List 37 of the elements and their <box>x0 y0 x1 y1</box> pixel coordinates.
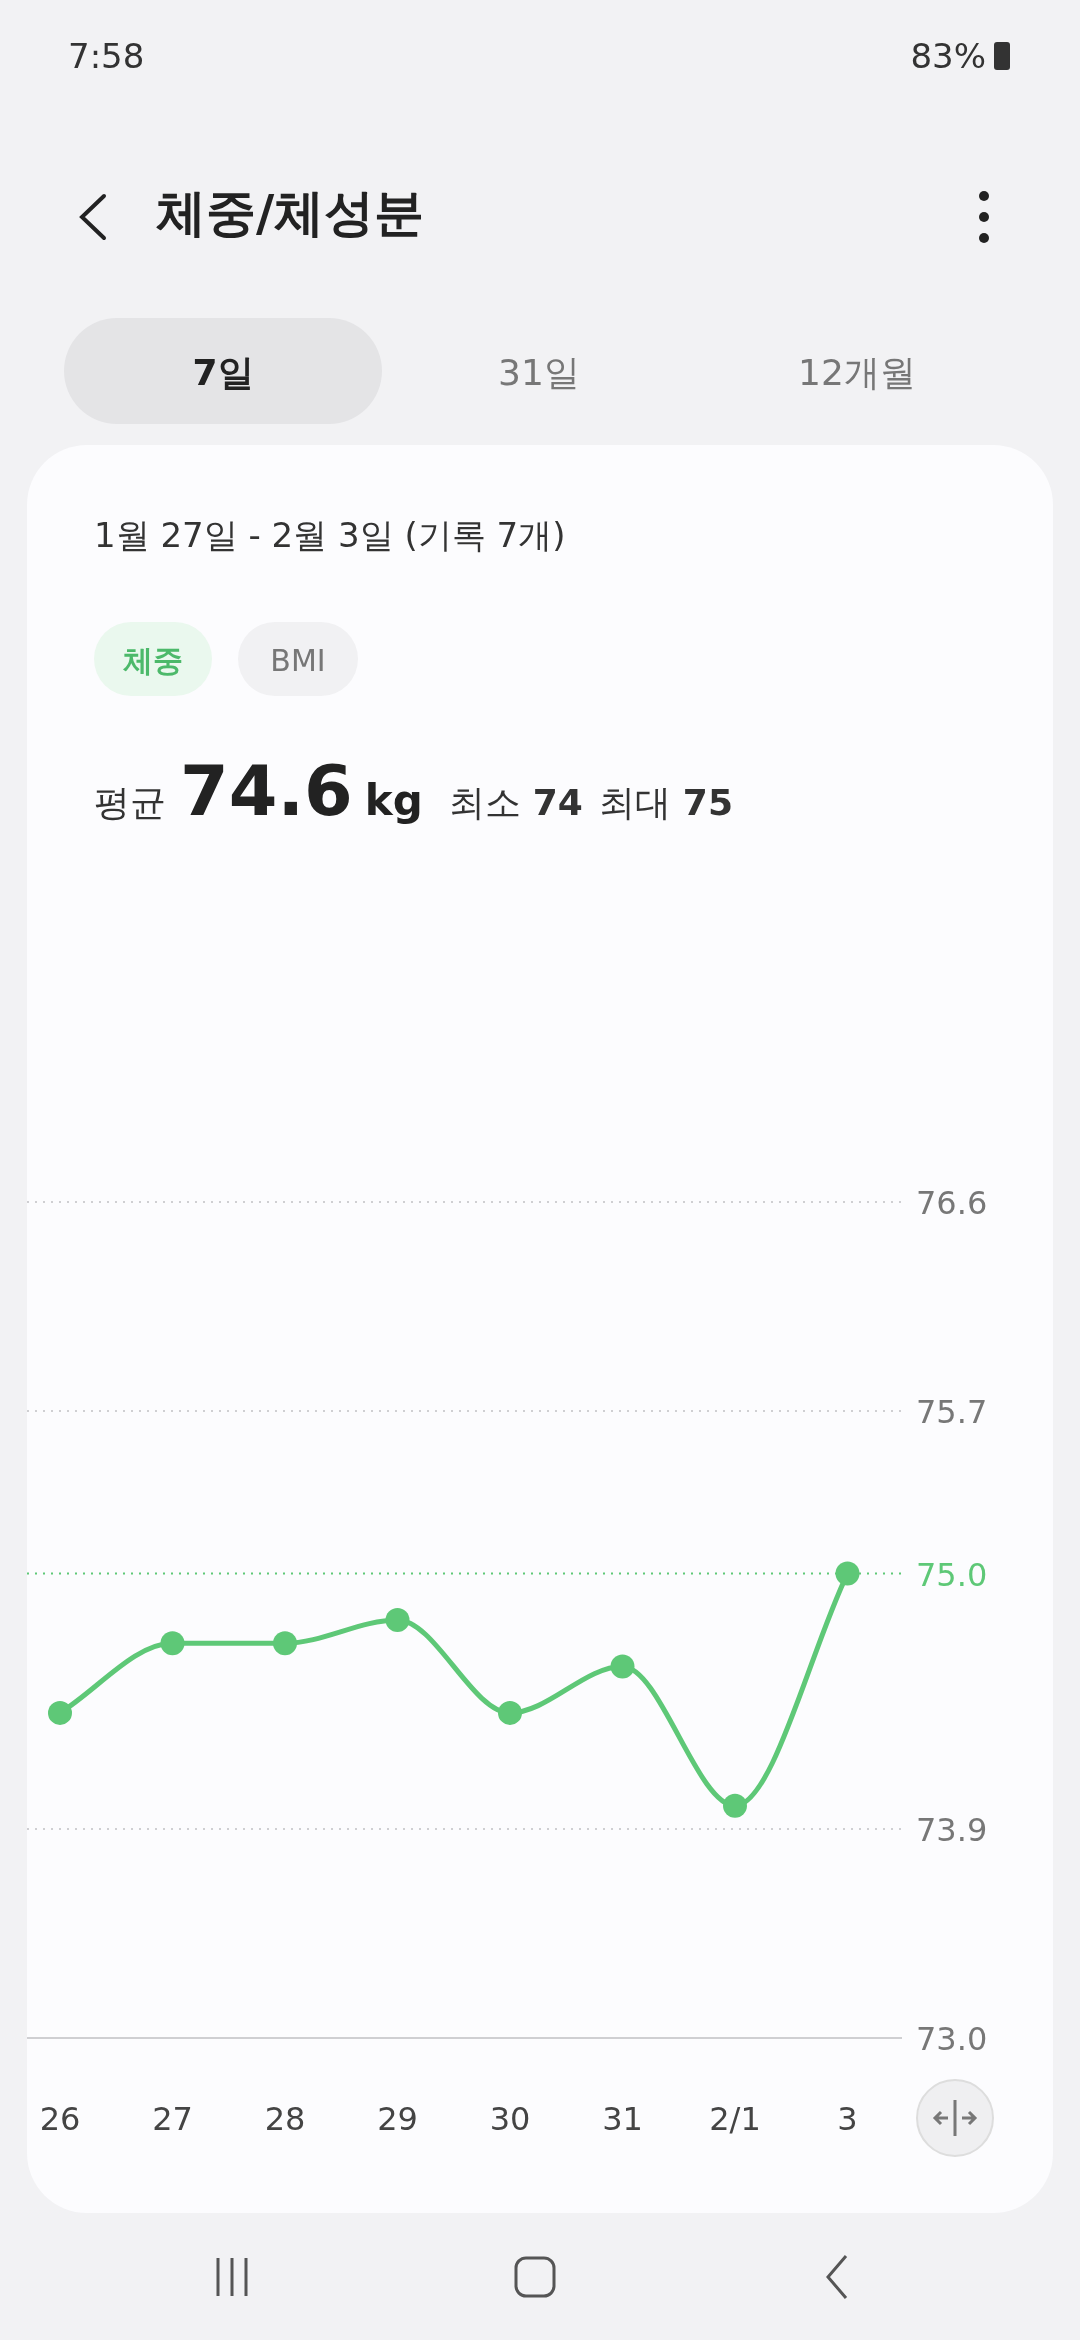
text: 75 <box>682 782 733 823</box>
text: 평균 <box>94 782 166 823</box>
point <box>273 1631 297 1656</box>
text: kg <box>364 776 423 825</box>
text: 31일 <box>498 352 580 393</box>
point <box>610 1654 635 1679</box>
text: 최대 <box>598 782 671 823</box>
text: 83% <box>910 36 986 76</box>
x-tick-label: 3 <box>837 2100 858 2138</box>
x-tick-label: 29 <box>377 2100 418 2138</box>
x-tick-label: 27 <box>152 2100 193 2138</box>
x-tick-label: 28 <box>264 2100 306 2138</box>
text: 7:58 <box>68 36 145 76</box>
text: BMI <box>270 643 326 678</box>
y-tick-label: 75.7 <box>916 1393 988 1431</box>
text: 12개월 <box>798 352 916 393</box>
text: 체중 <box>123 643 183 678</box>
point <box>723 1793 747 1818</box>
y-tick-label: 75.0 <box>916 1555 988 1594</box>
point <box>160 1631 185 1656</box>
y-tick-label: 73.9 <box>916 1811 988 1849</box>
point <box>498 1700 522 1725</box>
text: 74 <box>532 782 583 823</box>
text: 7일 <box>192 352 254 393</box>
chart-subtitle: 1월 27일 - 2월 3일 (기록 7개) <box>94 515 566 555</box>
point <box>835 1561 860 1586</box>
text: 74.6 <box>180 750 353 832</box>
point <box>48 1700 72 1725</box>
chart-title: 체중/체성분 <box>156 184 425 242</box>
text: 최소 <box>448 782 521 823</box>
x-tick-label: 30 <box>489 2100 531 2138</box>
y-tick-label: 73.0 <box>916 2020 988 2058</box>
y-tick-label: 76.6 <box>916 1184 988 1222</box>
x-tick-label: 26 <box>39 2100 81 2138</box>
x-tick-label: 31 <box>602 2100 643 2138</box>
point <box>385 1608 410 1632</box>
x-tick-label: 2/1 <box>709 2100 761 2138</box>
